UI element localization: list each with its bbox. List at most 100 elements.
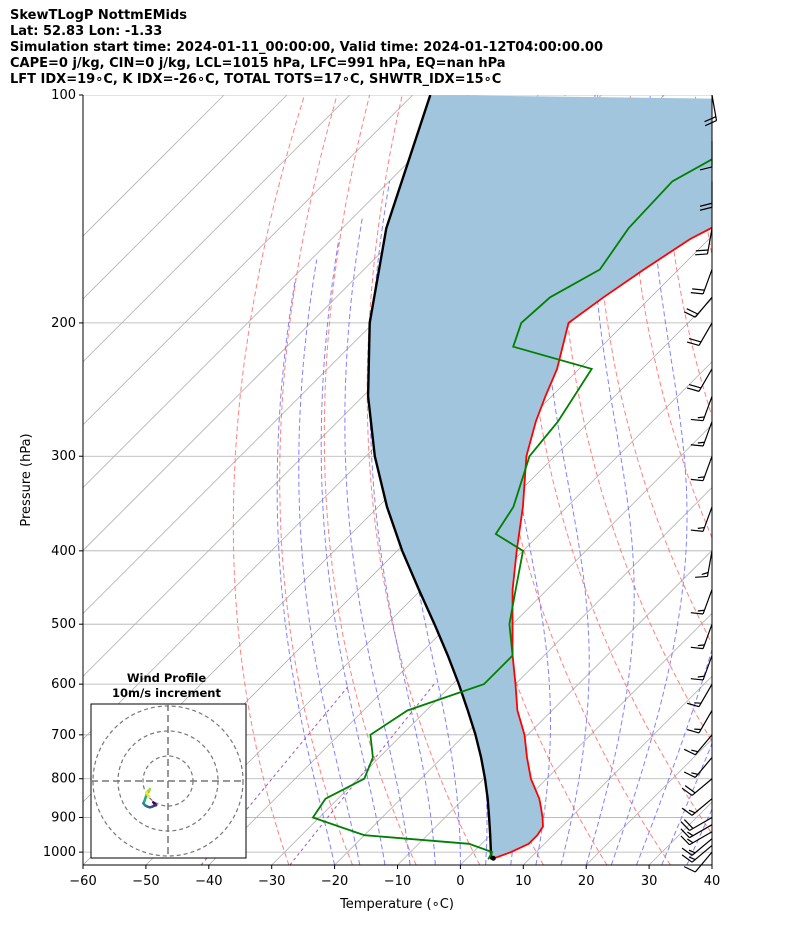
x-tick-label: −60 <box>69 874 96 889</box>
wind-barb-staff <box>702 396 713 421</box>
isotherm <box>271 424 712 865</box>
dry-adiabat <box>279 95 353 865</box>
wind-barb-flag <box>688 849 696 854</box>
wind-barb-staff <box>706 228 713 255</box>
wind-barb <box>680 824 713 839</box>
dry-adiabat <box>232 95 305 865</box>
x-tick-label: −50 <box>132 874 159 889</box>
wind-barb-flag <box>691 772 698 775</box>
wind-barb <box>683 851 713 873</box>
wind-barb <box>686 710 713 734</box>
y-tick-label: 600 <box>51 677 76 692</box>
temperature-line <box>490 226 712 861</box>
wind-barb-flag <box>704 120 717 127</box>
wind-barb-flag <box>688 337 702 343</box>
isotherm <box>83 95 288 300</box>
wind-barb-staff <box>702 269 713 295</box>
wind-barb <box>680 816 713 831</box>
station-location: Lat: 52.83 Lon: -1.33 <box>10 24 163 39</box>
moist-adiabat <box>320 239 386 865</box>
wind-barb-flag <box>683 771 696 778</box>
wind-barb-staff <box>702 456 713 481</box>
wind-barb-staff <box>702 506 713 532</box>
wind-barb-staff <box>694 296 713 318</box>
wind-barb-staff <box>691 798 713 816</box>
wind-barb-flag <box>687 838 694 844</box>
moist-adiabat <box>610 95 688 865</box>
dry-adiabat <box>629 95 712 539</box>
wind-barb <box>681 845 713 863</box>
wind-barb-staff <box>702 421 713 447</box>
y-tick-label: 300 <box>51 449 76 464</box>
wind-barb-flag <box>690 478 704 482</box>
moist-adiabat <box>686 807 712 865</box>
moist-adiabat <box>585 95 635 865</box>
wind-barb-flag <box>686 308 699 315</box>
wind-barb-flag <box>697 675 705 678</box>
wind-barb-flag <box>681 854 693 863</box>
isotherm <box>460 612 712 865</box>
wind-barb-flag <box>690 418 704 422</box>
wind-barb-staff <box>689 816 713 831</box>
wind-barb <box>686 683 713 708</box>
dry-adiabat <box>761 95 794 865</box>
wind-barb-flag <box>697 526 705 529</box>
wind-barb-staff <box>689 824 713 839</box>
wind-barb-staff <box>702 623 713 649</box>
wind-barb-flag <box>683 819 694 829</box>
simulation-times: Simulation start time: 2024-01-11_00:00:… <box>10 40 603 55</box>
wind-barb-flag <box>684 785 696 794</box>
x-tick-label: 10 <box>515 874 532 889</box>
dry-adiabat <box>595 95 712 645</box>
wind-barb-staff <box>702 589 713 615</box>
wind-barb <box>681 778 713 796</box>
y-tick-label: 500 <box>51 617 76 632</box>
wind-barb-flag <box>686 702 700 708</box>
y-tick-label: 900 <box>51 810 76 825</box>
wind-barb <box>690 623 713 650</box>
wind-barb-flag <box>683 866 696 873</box>
isotherm <box>334 487 712 865</box>
isotherm <box>83 95 413 426</box>
cape-fill <box>368 95 712 860</box>
wind-barb <box>680 831 713 846</box>
x-tick-label: −30 <box>258 874 285 889</box>
wind-barb-flag <box>697 441 705 444</box>
station-title: SkewTLogP NottmEMids <box>10 8 188 23</box>
dewpoint-line <box>311 158 712 860</box>
wind-barb-flag <box>704 116 717 123</box>
wind-barb <box>690 396 713 422</box>
wind-barb <box>695 228 713 256</box>
isotherm <box>397 549 712 865</box>
wind-barb-flag <box>697 644 705 647</box>
wind-barb-flag <box>683 311 696 318</box>
wind-barb-flag <box>687 831 694 837</box>
wind-barb-flag <box>690 612 704 615</box>
y-tick-label: 800 <box>51 772 76 787</box>
wind-barb <box>690 456 713 482</box>
wind-barb-flag <box>691 749 698 753</box>
x-tick-label: 0 <box>456 874 464 889</box>
hodograph-segment <box>146 793 151 799</box>
dry-adiabat <box>366 95 481 865</box>
wind-barb-flag <box>690 646 704 650</box>
wind-barb-staff <box>698 683 713 707</box>
moist-adiabat <box>541 95 590 865</box>
isotherm <box>83 95 476 489</box>
dry-adiabat <box>323 95 417 865</box>
wind-barb-staff <box>694 851 713 873</box>
wind-barb-flag <box>680 828 690 839</box>
isotherm <box>523 675 712 865</box>
wind-barb <box>690 421 713 447</box>
wind-barb-staff <box>698 710 713 734</box>
y-tick-label: 1000 <box>43 845 76 860</box>
wind-barb-flag <box>681 807 693 816</box>
wind-barb-flag <box>699 206 713 211</box>
moist-adiabat <box>369 181 436 865</box>
wind-barb-flag <box>686 341 700 347</box>
wind-barb-flag <box>680 821 690 831</box>
wind-barb-staff <box>706 550 713 577</box>
moist-adiabat <box>661 741 712 865</box>
wind-barb <box>683 734 713 756</box>
